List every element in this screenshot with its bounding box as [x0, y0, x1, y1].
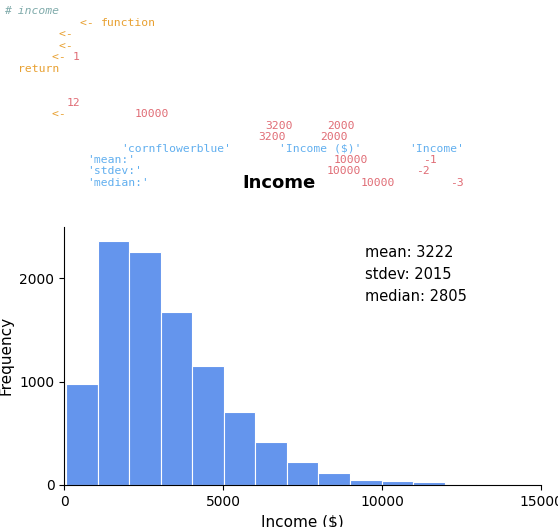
Text: 10000: 10000 [361, 178, 396, 188]
Bar [161, 312, 193, 485]
Bar [193, 366, 224, 485]
Text: rgamma(n=: rgamma(n= [73, 109, 135, 119]
Bar [98, 241, 129, 485]
Text: shape: shape [4, 41, 60, 51]
Text: function: function [100, 18, 156, 28]
Text: ): ) [436, 155, 443, 165]
Text: shape=shape_rate(mean=: shape=shape_rate(mean= [4, 120, 266, 131]
Text: 'Income ($)': 'Income ($)' [278, 143, 361, 153]
Text: /scale: /scale [80, 52, 121, 62]
Text: ): ) [430, 167, 436, 177]
Text: -2: -2 [416, 167, 430, 177]
Text: 'cornflowerblue': 'cornflowerblue' [121, 143, 231, 153]
Text: ), line=: ), line= [395, 178, 450, 188]
Text: 10000: 10000 [134, 109, 169, 119]
Text: rate: rate [4, 52, 52, 62]
Text: mtext(paste(: mtext(paste( [4, 178, 87, 188]
Bar [129, 251, 161, 485]
Text: <-: <- [59, 41, 80, 51]
Text: income: income [4, 109, 52, 119]
Text: mtext(paste(: mtext(paste( [4, 167, 87, 177]
Bar [382, 481, 413, 485]
Text: 12: 12 [66, 98, 80, 108]
Bar [66, 384, 98, 485]
Text: 3200: 3200 [265, 121, 292, 131]
Text: 10000: 10000 [334, 155, 368, 165]
Text: ): ) [464, 178, 471, 188]
Text: 'stdev:': 'stdev:' [86, 167, 142, 177]
Bar [224, 412, 256, 485]
Text: 3200: 3200 [258, 132, 286, 142]
Text: ,: , [169, 109, 176, 119]
Text: <-: <- [52, 52, 73, 62]
Y-axis label: Frequency: Frequency [0, 316, 14, 395]
Bar [350, 480, 382, 485]
Text: (mean, sd) {: (mean, sd) { [155, 18, 238, 28]
Text: ): ) [464, 143, 471, 153]
Text: <-: <- [52, 109, 73, 119]
Text: 2000: 2000 [326, 121, 354, 131]
Text: shape_rate: shape_rate [4, 17, 80, 28]
Text: , round(sd(income))), at=c(: , round(sd(income))), at=c( [142, 167, 327, 177]
Text: -3: -3 [450, 178, 464, 188]
Text: 'median:': 'median:' [86, 178, 148, 188]
Text: return: return [18, 64, 59, 74]
Bar [413, 482, 445, 485]
Text: , xlab=: , xlab= [230, 143, 279, 153]
Text: , round(mean(income))), at=c(: , round(mean(income))), at=c( [134, 155, 334, 165]
Text: set.seed(: set.seed( [4, 98, 66, 108]
Text: scale: scale [4, 30, 60, 40]
Text: , sd=: , sd= [292, 121, 327, 131]
Text: mtext(paste(: mtext(paste( [4, 155, 87, 165]
Text: 'mean:': 'mean:' [86, 155, 135, 165]
Text: , round(median(income))), at=c(: , round(median(income))), at=c( [148, 178, 362, 188]
Text: 10000: 10000 [326, 167, 361, 177]
Text: mean/scale: mean/scale [80, 41, 148, 51]
Bar [445, 484, 476, 485]
Text: ), line=: ), line= [361, 167, 416, 177]
Text: mean: 3222
stdev: 2015
median: 2805: mean: 3222 stdev: 2015 median: 2805 [365, 245, 466, 304]
Text: # income: # income [4, 6, 60, 16]
Text: 2000: 2000 [320, 132, 347, 142]
Text: ), line=: ), line= [368, 155, 423, 165]
Text: -1: -1 [423, 155, 436, 165]
Text: , main=: , main= [361, 143, 409, 153]
Text: Income: Income [242, 174, 316, 192]
Text: )[3]): )[3]) [347, 132, 382, 142]
Text: (c(scale,shape,rate)): (c(scale,shape,rate)) [59, 64, 210, 74]
Text: <-: <- [80, 18, 100, 28]
Text: rate=shape_rate(mean=: rate=shape_rate(mean= [4, 132, 259, 143]
X-axis label: Income ($): Income ($) [261, 514, 344, 527]
Text: , sd=: , sd= [286, 132, 320, 142]
Text: hist(income, col=: hist(income, col= [4, 143, 121, 153]
Text: sd^2/mean: sd^2/mean [80, 30, 142, 40]
Text: )[2],: )[2], [354, 121, 388, 131]
Text: 1: 1 [73, 52, 80, 62]
Bar [256, 443, 287, 485]
Text: <-: <- [59, 30, 80, 40]
Bar [319, 473, 350, 485]
Text: }: } [4, 75, 11, 85]
Text: ): ) [80, 98, 86, 108]
Bar [287, 462, 319, 485]
Text: 'Income': 'Income' [409, 143, 464, 153]
